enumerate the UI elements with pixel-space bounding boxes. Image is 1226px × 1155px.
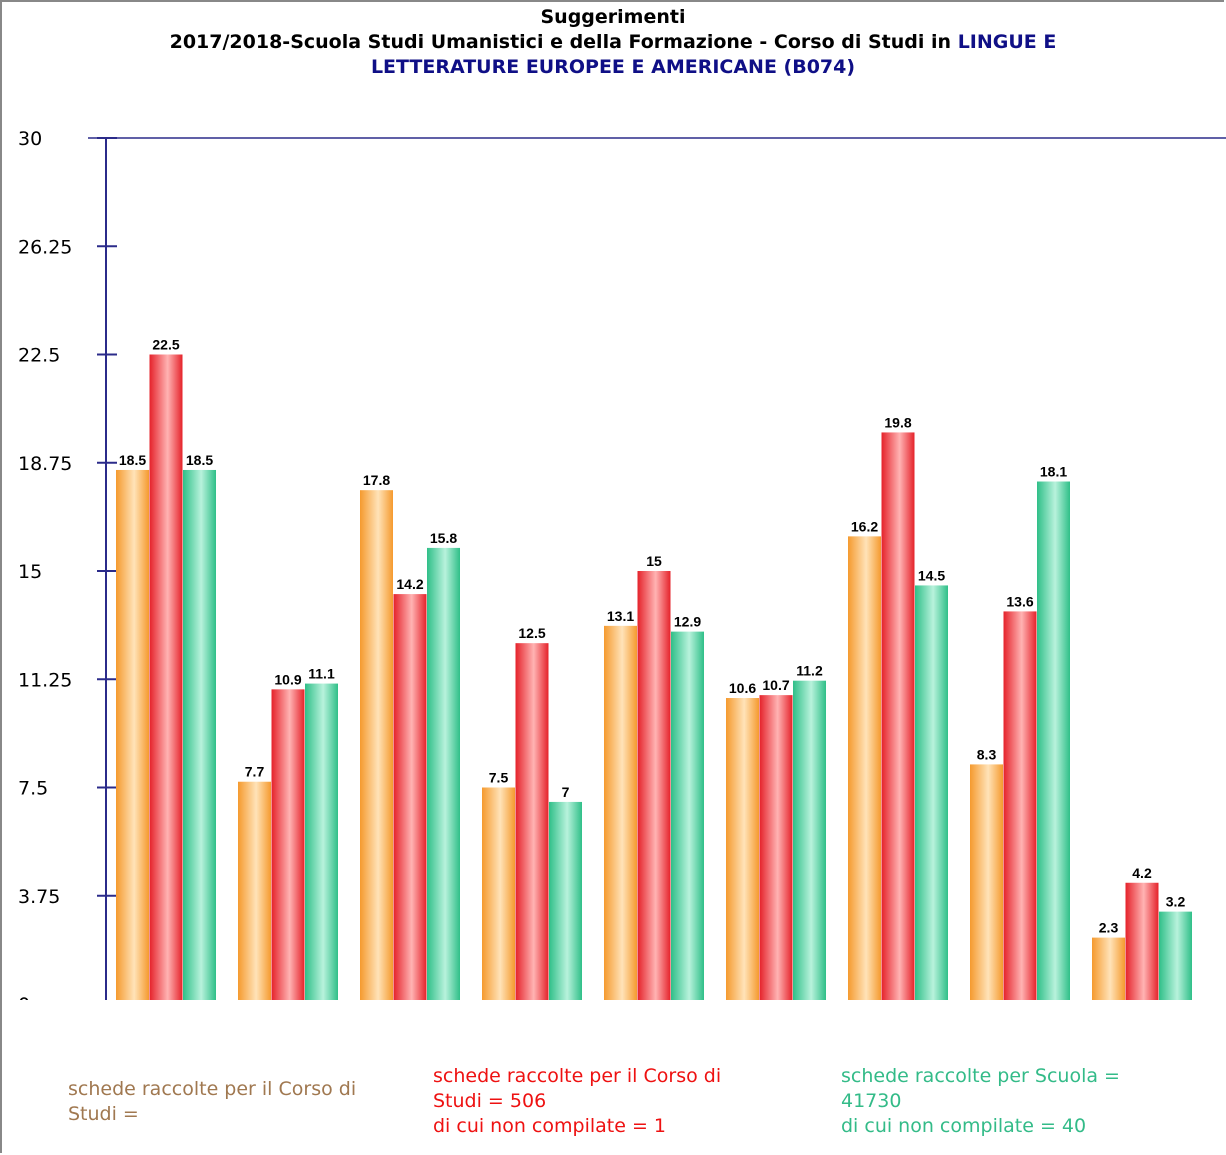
bar <box>482 787 515 1000</box>
bar-value-label: 14.2 <box>396 576 423 592</box>
bar <box>305 683 338 1000</box>
title-line-3: LETTERATURE EUROPEE E AMERICANE (B074) <box>370 56 856 78</box>
y-tick-label: 7.5 <box>18 778 48 800</box>
bar-value-label: 18.5 <box>119 452 146 468</box>
bar-value-label: 14.5 <box>918 567 945 583</box>
bar <box>149 354 183 1000</box>
legend-3-line-3: di cui non compilate = 40 <box>841 1115 1087 1137</box>
bar-chart: 0 3.75 7.5 11.25 15 18.75 22.5 26.25 30 18.5 7.7 17… <box>18 128 1226 1000</box>
y-tick-label: 18.75 <box>18 453 72 475</box>
legend-3-line-1: schede raccolte per Scuola = <box>841 1065 1120 1087</box>
bar <box>1092 937 1125 1000</box>
bar-value-label: 3.2 <box>1166 894 1186 910</box>
legend-2-line-1: schede raccolte per il Corso di <box>433 1065 722 1087</box>
bar <box>637 571 671 1000</box>
bar-value-label: 19.8 <box>884 414 911 430</box>
bar <box>427 547 460 1000</box>
y-tick-label: 0 <box>18 994 30 1000</box>
bar <box>881 432 915 1000</box>
title-line-2: 2017/2018-Scuola Studi Umanistici e dell… <box>0 30 1226 55</box>
bar-value-label: 12.5 <box>518 625 545 641</box>
bar <box>549 801 582 1000</box>
bar-value-label: 7.7 <box>245 764 265 780</box>
bar <box>1037 481 1070 1000</box>
bar <box>1003 611 1037 1000</box>
legend-scuola: schede raccolte per Scuola = 41730 di cu… <box>841 1064 1120 1139</box>
legend-corso-studi: schede raccolte per il Corso di Studi = <box>68 1077 356 1127</box>
legend-2-line-2: Studi = 506 <box>433 1090 547 1112</box>
bar-value-label: 12.9 <box>674 614 701 630</box>
bar-value-label: 10.6 <box>729 680 756 696</box>
bar <box>726 698 759 1000</box>
bar <box>793 680 826 1000</box>
bar <box>393 594 427 1000</box>
bar-value-label: 18.1 <box>1040 464 1067 480</box>
bar <box>271 689 305 1000</box>
bar-value-label: 13.6 <box>1006 593 1033 609</box>
bar-value-label: 10.7 <box>762 677 789 693</box>
legend-1-line-2: Studi = <box>68 1103 139 1125</box>
bar <box>183 469 216 1000</box>
legend-corso-studi-raccolte: schede raccolte per il Corso di Studi = … <box>433 1064 721 1139</box>
legend-3-line-2: 41730 <box>841 1090 902 1112</box>
bar <box>1125 882 1159 1000</box>
legend-2-line-3: di cui non compilate = 1 <box>433 1115 667 1137</box>
bar-value-label: 2.3 <box>1099 920 1119 936</box>
bar <box>970 764 1003 1000</box>
bar-value-label: 17.8 <box>363 472 390 488</box>
y-tick-label: 26.25 <box>18 236 72 258</box>
bar-value-label: 10.9 <box>274 671 301 687</box>
bar <box>515 643 549 1000</box>
y-tick-label: 15 <box>18 561 42 583</box>
title-line-2-highlight: LINGUE E <box>957 31 1057 53</box>
bar <box>238 781 271 1000</box>
bar-value-label: 7.5 <box>489 770 509 786</box>
bar <box>759 695 793 1000</box>
bar <box>915 585 948 1000</box>
bar <box>360 490 393 1000</box>
bar-value-label: 11.1 <box>308 666 335 682</box>
y-tick-label: 30 <box>18 128 42 150</box>
chart-title: Suggerimenti 2017/2018-Scuola Studi Uman… <box>0 5 1226 80</box>
bar-value-label: 8.3 <box>977 746 997 762</box>
bar-value-label: 13.1 <box>607 608 634 624</box>
title-line-2-text: 2017/2018-Scuola Studi Umanistici e dell… <box>169 31 958 53</box>
bar-value-label: 16.2 <box>851 518 878 534</box>
bar-value-label: 11.2 <box>796 663 823 679</box>
bar-value-label: 18.5 <box>186 452 213 468</box>
bar <box>604 625 637 1000</box>
legend-1-line-1: schede raccolte per il Corso di <box>68 1078 357 1100</box>
bar <box>848 536 881 1000</box>
y-tick-label: 3.75 <box>18 886 60 908</box>
bar-value-label: 4.2 <box>1132 865 1152 881</box>
bar-value-label: 15 <box>646 553 662 569</box>
bar-value-label: 15.8 <box>430 530 457 546</box>
y-tick-label: 22.5 <box>18 345 60 367</box>
bar <box>1159 911 1192 1000</box>
bar <box>671 631 704 1000</box>
bar-value-label: 22.5 <box>152 337 179 353</box>
title-line-1: Suggerimenti <box>540 6 686 28</box>
y-tick-label: 11.25 <box>18 669 72 691</box>
bar <box>116 469 149 1000</box>
bar-value-label: 7 <box>562 784 570 800</box>
